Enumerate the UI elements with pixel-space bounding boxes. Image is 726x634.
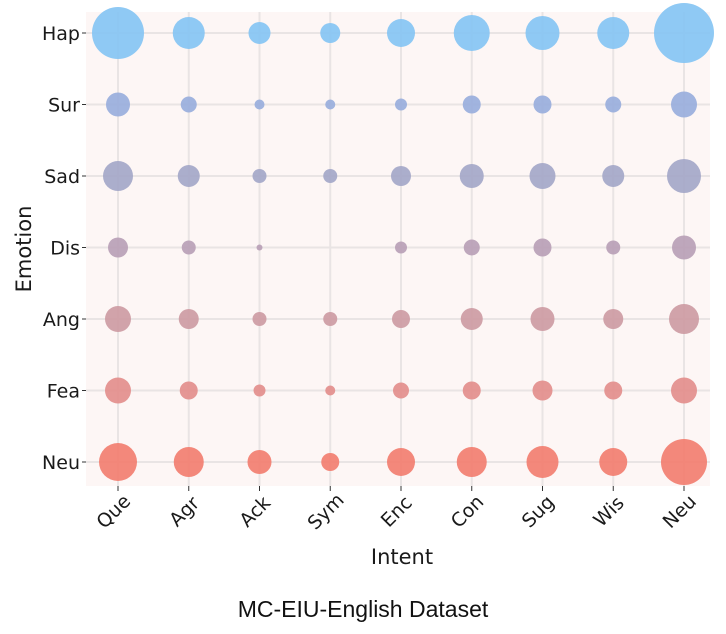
bubble-sur-sym [325, 99, 336, 110]
bubble-fea-wis [604, 381, 623, 400]
bubble-neu-enc [387, 448, 415, 476]
x-tick-label: Con [447, 491, 489, 533]
bubble-hap-sug [525, 16, 560, 50]
chart-caption: MC-EIU-English Dataset [237, 596, 489, 622]
bubble-ang-wis [603, 309, 624, 329]
bubble-neu-agr [173, 447, 204, 477]
x-tick-labels: Que Agr Ack Sym Enc Con Sug Wis Neu [92, 486, 701, 534]
x-tick-label: Ack [235, 492, 275, 532]
bubble-dis-neu [672, 235, 696, 260]
y-tick-label: Dis [50, 238, 80, 260]
x-tick-label: Neu [659, 491, 701, 533]
bubble-fea-sug [532, 380, 553, 401]
x-tick-label: Sug [518, 491, 559, 532]
bubble-dis-agr [181, 240, 196, 255]
bubble-neu-con [456, 447, 487, 477]
x-tick-label: Agr [165, 492, 204, 531]
bubble-sur-enc [395, 98, 407, 111]
y-tick-label: Neu [42, 452, 80, 474]
bubble-neu-ack [247, 450, 272, 474]
bubble-ang-ack [252, 312, 267, 326]
bubble-ang-que [105, 306, 131, 332]
bubble-sad-neu [667, 159, 701, 193]
bubble-hap-neu [654, 3, 714, 63]
bubble-neu-sug [526, 446, 559, 478]
x-tick-label: Wis [589, 492, 628, 531]
bubble-fea-enc [393, 382, 409, 399]
bubble-sad-sug [529, 163, 556, 189]
bubble-dis-wis [606, 240, 621, 255]
bubble-sur-wis [605, 96, 622, 113]
bubble-sur-sug [533, 95, 552, 114]
bubble-sur-neu [671, 91, 697, 118]
x-tick-label: Enc [377, 492, 417, 532]
bubbles [92, 3, 714, 485]
bubble-hap-ack [248, 22, 271, 44]
bubble-ang-agr [178, 309, 199, 329]
bubble-sad-que [103, 161, 133, 191]
bubble-sur-ack [254, 99, 265, 110]
bubble-ang-sug [530, 307, 555, 331]
bubble-fea-que [105, 377, 131, 404]
bubble-hap-enc [387, 19, 415, 47]
bubble-sur-con [462, 95, 481, 114]
bubble-fea-ack [253, 384, 266, 397]
bubble-sad-agr [177, 165, 200, 187]
bubble-sad-wis [602, 165, 625, 187]
bubble-sur-que [106, 92, 130, 117]
bubble-neu-neu [661, 439, 707, 485]
bubble-hap-agr [172, 17, 205, 49]
bubble-neu-sym [321, 453, 340, 471]
bubble-ang-enc [392, 310, 410, 328]
y-tick-label: Sad [44, 166, 80, 188]
bubble-dis-enc [395, 241, 407, 254]
bubble-sad-ack [252, 169, 267, 183]
bubble-hap-que [92, 7, 144, 59]
y-axis-label: Emotion [12, 206, 36, 293]
bubble-fea-agr [179, 381, 198, 400]
bubble-neu-wis [599, 448, 628, 476]
bubble-dis-sug [533, 238, 552, 257]
bubble-hap-sym [320, 23, 341, 43]
y-tick-label: Hap [42, 23, 80, 45]
bubble-dis-que [108, 237, 128, 258]
bubble-fea-neu [671, 377, 697, 404]
bubble-dis-con [463, 239, 480, 256]
y-tick-labels: Hap Sur Sad Dis Ang Fea Neu [42, 23, 86, 474]
bubble-fea-con [462, 381, 481, 400]
bubble-sur-agr [180, 96, 197, 113]
bubble-ang-sym [323, 312, 338, 326]
bubble-sad-enc [391, 166, 411, 186]
y-tick-label: Ang [43, 309, 80, 331]
x-tick-label: Que [92, 490, 135, 533]
bubble-sad-con [459, 164, 484, 188]
bubble-hap-con [453, 15, 490, 51]
x-axis-label: Intent [371, 545, 433, 569]
bubble-neu-que [99, 443, 137, 481]
bubble-hap-wis [597, 17, 630, 49]
bubble-ang-con [460, 308, 483, 330]
bubble-dis-ack [256, 244, 263, 251]
y-tick-label: Fea [47, 381, 80, 403]
bubble-ang-neu [669, 304, 699, 334]
x-tick-label: Sym [303, 489, 348, 534]
bubble-sad-sym [323, 169, 338, 183]
y-tick-label: Sur [48, 95, 80, 117]
bubble-fea-sym [325, 385, 336, 396]
